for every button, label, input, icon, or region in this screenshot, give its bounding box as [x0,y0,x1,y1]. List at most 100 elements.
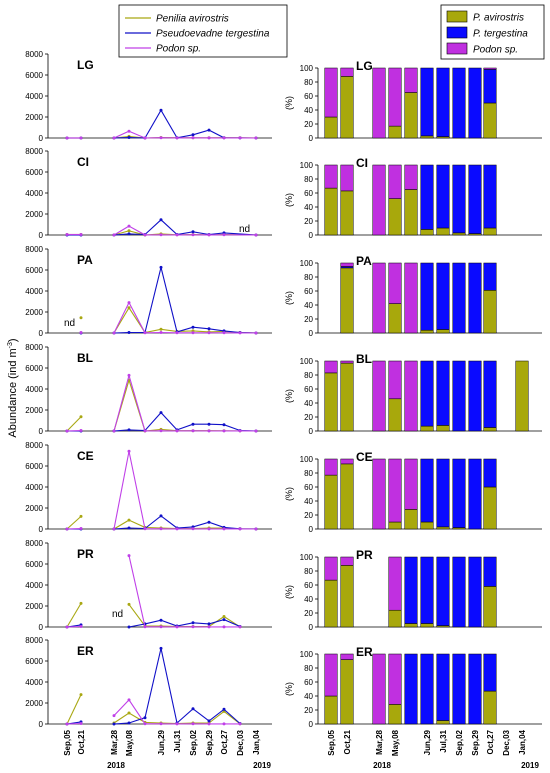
data-point [207,136,211,140]
data-point [79,527,83,530]
y-tick-label: 4000 [25,385,43,394]
series-line-1 [113,267,257,334]
y-axis-label-percent: (%) [284,193,294,207]
bar-segment-2 [404,67,418,93]
y-tick-label: 8000 [25,441,43,450]
y-tick-label: 100 [300,259,314,268]
data-point [159,429,163,433]
bar-segment-2 [388,360,402,400]
bar-segment-1 [404,653,418,725]
legend-label-pseudo: Pseudoevadne tergestina [156,29,270,40]
y-axis-label-percent: (%) [284,585,294,599]
y-tick-label: 4000 [25,287,43,296]
y-tick-label: 0 [39,720,44,729]
data-point [127,331,131,334]
percentage-panels: 0 20 40 60 80 100 (%) LG 0 20 40 60 80 100 (%) CI 0 20 40 6… [284,59,542,729]
bar-segment-1 [468,262,482,334]
series-line-1 [128,619,241,628]
bar-segment-0 [515,360,529,432]
data-point [159,327,163,331]
bar-segment-2 [372,360,386,432]
data-point [191,621,195,625]
y-tick-label: 20 [304,511,313,520]
station-label: PR [356,548,373,562]
data-point [191,230,195,234]
data-point [79,625,83,628]
x-tick-label: Oct,21 [77,729,86,754]
bar-segment-2 [340,262,354,267]
data-point [79,429,83,432]
series-line-2 [66,527,82,530]
data-point [207,527,211,531]
data-point [207,625,211,629]
station-label: PA [77,253,93,267]
bar-segment-0 [404,92,418,139]
data-point [191,233,195,237]
data-point [159,136,163,140]
data-point [79,514,83,518]
data-point [191,722,195,726]
data-point [159,722,163,726]
x-tick-label: May,08 [391,729,400,756]
bar-segment-2 [388,556,402,611]
data-point [222,233,226,237]
bar-segment-0 [340,362,354,432]
y-tick-label: 100 [300,455,314,464]
bar-segment-0 [420,135,434,139]
y-tick-label: 0 [39,231,44,240]
y-tick-label: 40 [304,692,313,701]
bar-segment-2 [324,360,338,374]
y-tick-label: 20 [304,609,313,618]
bar-segment-1 [420,556,434,624]
data-point [65,722,69,726]
y-tick-label: 20 [304,217,313,226]
y-tick-label: 0 [309,427,314,436]
data-point [79,722,83,725]
bar-segment-2 [372,164,386,236]
data-point [207,422,211,426]
y-tick-label: 60 [304,385,313,394]
y-tick-label: 60 [304,581,313,590]
data-point [143,331,147,335]
data-point [222,429,226,433]
y-tick-label: 6000 [25,560,43,569]
legend-label-p-avirostris: P. avirostris [473,13,524,24]
bar-segment-0 [324,372,338,432]
percentage-panel-er: 0 20 40 60 80 100 (%) ER [284,645,542,729]
data-point [159,218,163,222]
data-point [79,233,83,236]
bar-segment-1 [436,458,450,528]
bar-segment-0 [324,187,338,236]
data-point [127,301,131,305]
y-tick-label: 6000 [25,462,43,471]
data-point [222,618,226,622]
y-tick-label: 40 [304,497,313,506]
year-label: 2019 [253,761,271,770]
y-tick-label: 0 [39,427,44,436]
x-tick-label: Sep,02 [189,729,198,755]
station-label: LG [356,59,373,73]
data-point [222,707,226,711]
legend-swatch-pseudo [446,26,468,39]
legend-abundance: Penilia avirostris Pseudoevadne tergesti… [118,4,288,58]
bar-segment-2 [388,164,402,199]
y-tick-label: 2000 [25,210,43,219]
data-point [159,265,163,269]
bar-segment-1 [483,458,497,488]
y-tick-label: 6000 [25,168,43,177]
data-point [159,233,163,237]
y-tick-label: 0 [309,134,314,143]
data-point [143,233,147,237]
series-line-2 [66,722,82,725]
series-line-2 [113,301,257,334]
y-tick-label: 100 [300,161,314,170]
data-point [254,331,258,335]
bar-segment-0 [388,609,402,628]
abundance-panels: 0 2000 4000 6000 8000 LG 0 2000 4000 6000 8000 CI 0 2… [25,50,272,729]
data-point [238,625,242,629]
series-line-2 [113,451,257,530]
data-point [159,527,163,531]
data-point [191,331,195,335]
bar-segment-1 [468,67,482,139]
legend-label-penilia: Penilia avirostris [156,14,229,25]
